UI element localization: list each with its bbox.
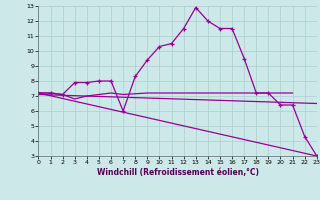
X-axis label: Windchill (Refroidissement éolien,°C): Windchill (Refroidissement éolien,°C): [97, 168, 259, 177]
